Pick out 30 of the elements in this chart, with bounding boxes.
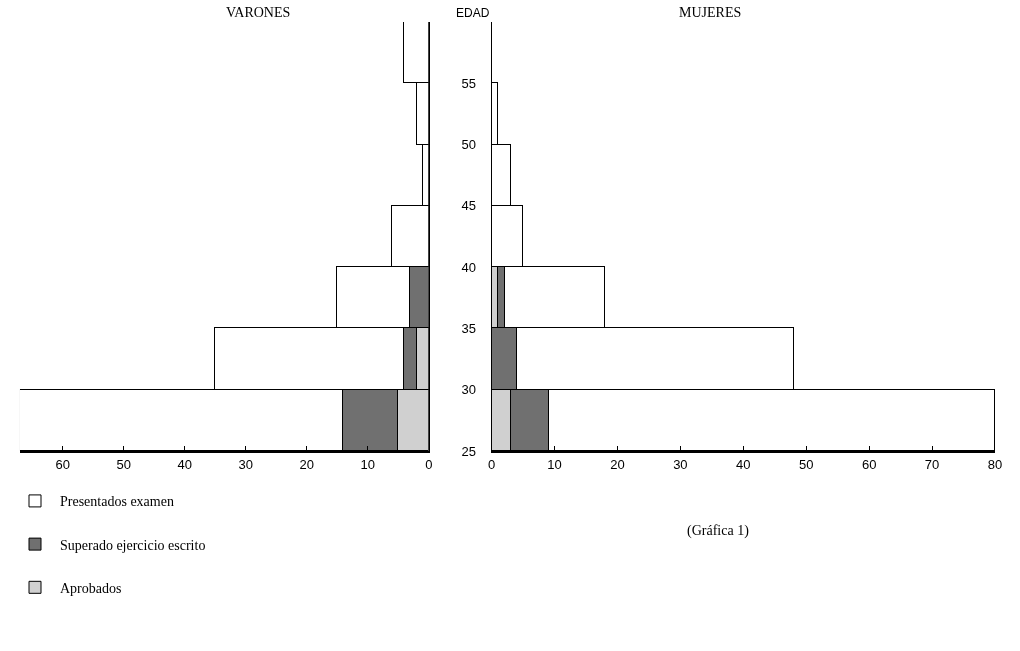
x-tick-label: 30 <box>673 456 688 472</box>
y-axis-title: EDAD <box>456 6 490 20</box>
x-tick-label: 50 <box>799 456 814 472</box>
x-tick-label: 0 <box>487 456 496 472</box>
y-tick-label: 40 <box>461 259 476 275</box>
x-tick-label: 40 <box>736 456 751 472</box>
legend-label: Aprobados <box>60 580 122 596</box>
x-tick-label: 60 <box>55 456 70 472</box>
y-tick-label: 35 <box>461 320 476 336</box>
x-tick-label: 10 <box>547 456 562 472</box>
x-tick-label: 0 <box>425 456 433 472</box>
x-tick-label: 10 <box>360 456 375 472</box>
x-tick-label: 40 <box>177 456 192 472</box>
legend-label: Presentados examen <box>60 494 174 510</box>
y-tick-label: 45 <box>461 198 476 214</box>
y-tick-label: 50 <box>461 137 476 153</box>
legend-label: Superado ejercicio escrito <box>60 537 206 553</box>
x-tick-label: 20 <box>299 456 314 472</box>
x-tick-label: 30 <box>238 456 253 472</box>
y-tick-label: 55 <box>461 75 476 91</box>
y-tick-label: 30 <box>461 382 476 398</box>
chart-title: VARONES <box>226 5 291 20</box>
y-tick-label: 25 <box>461 443 476 459</box>
x-tick-label: 50 <box>116 456 131 472</box>
text: (Gráfica 1) <box>687 523 750 539</box>
x-tick-label: 80 <box>987 456 1003 472</box>
x-tick-label: 60 <box>861 456 877 472</box>
x-tick-label: 70 <box>924 456 940 472</box>
chart-title: MUJERES <box>679 5 742 20</box>
x-tick-label: 20 <box>610 456 625 472</box>
